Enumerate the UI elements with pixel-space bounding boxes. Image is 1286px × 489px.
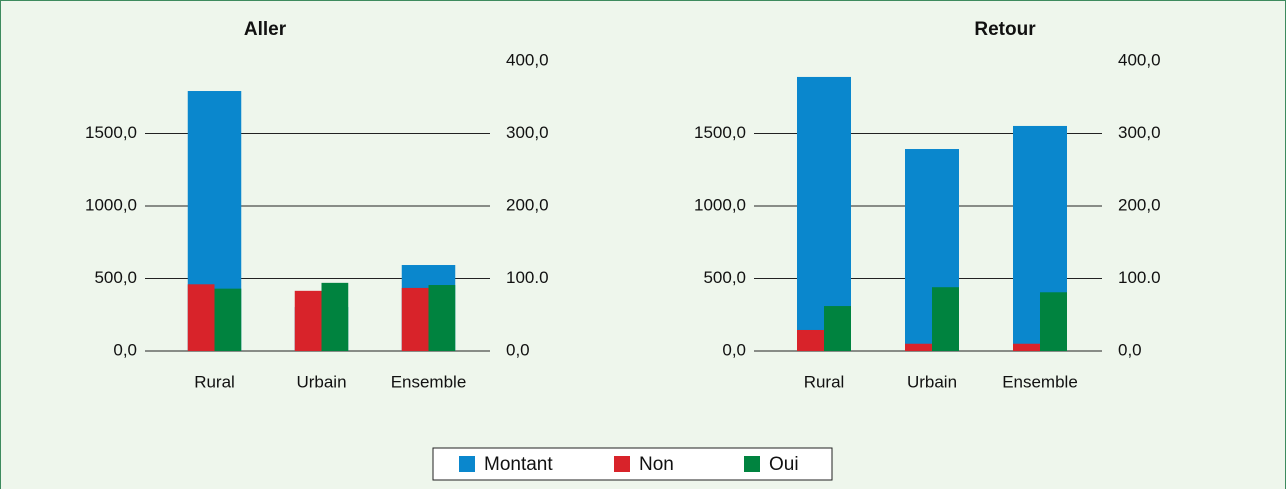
legend-box <box>432 447 833 481</box>
x-tick-label: Ensemble <box>391 372 467 391</box>
bar <box>797 329 824 351</box>
x-tick-label: Rural <box>194 372 235 391</box>
y2-tick-label: 100.0 <box>1118 268 1161 287</box>
y-tick-label: 500,0 <box>703 268 746 287</box>
bar <box>321 282 349 351</box>
bar <box>824 306 851 351</box>
y2-tick-label: 400,0 <box>1118 50 1161 69</box>
panel-title: Retour <box>974 19 1036 40</box>
bar <box>401 287 429 351</box>
bar <box>797 76 851 351</box>
y2-tick-label: 0,0 <box>1118 340 1142 359</box>
panel-title: Aller <box>244 19 287 40</box>
bar <box>1040 292 1067 351</box>
y2-tick-label: 400,0 <box>506 50 549 69</box>
y-tick-label: 500,0 <box>94 268 137 287</box>
y2-tick-label: 300,0 <box>1118 123 1161 142</box>
y-tick-label: 0,0 <box>113 340 137 359</box>
legend-swatch <box>744 456 760 472</box>
x-tick-label: Urbain <box>296 372 346 391</box>
y-tick-label: 1500,0 <box>694 123 746 142</box>
y2-tick-label: 0,0 <box>506 340 530 359</box>
x-tick-label: Ensemble <box>1002 372 1078 391</box>
y2-tick-label: 100.0 <box>506 268 549 287</box>
x-tick-label: Rural <box>804 372 845 391</box>
legend-swatch <box>459 456 475 472</box>
legend-swatch <box>614 456 630 472</box>
bar <box>187 284 215 351</box>
y-tick-label: 0,0 <box>722 340 746 359</box>
bar <box>905 343 932 351</box>
y2-tick-label: 200,0 <box>506 195 549 214</box>
x-tick-label: Urbain <box>907 372 957 391</box>
y-tick-label: 1000,0 <box>694 195 746 214</box>
legend-label: Non <box>639 454 674 475</box>
bar <box>1013 343 1040 351</box>
y2-tick-label: 200,0 <box>1118 195 1161 214</box>
bar <box>932 287 959 351</box>
y2-tick-label: 300,0 <box>506 123 549 142</box>
bar <box>214 288 242 351</box>
bar <box>428 285 456 351</box>
y-tick-label: 1000,0 <box>85 195 137 214</box>
bar <box>294 290 322 351</box>
legend-label: Oui <box>769 454 799 475</box>
legend-label: Montant <box>484 454 553 475</box>
y-tick-label: 1500,0 <box>85 123 137 142</box>
